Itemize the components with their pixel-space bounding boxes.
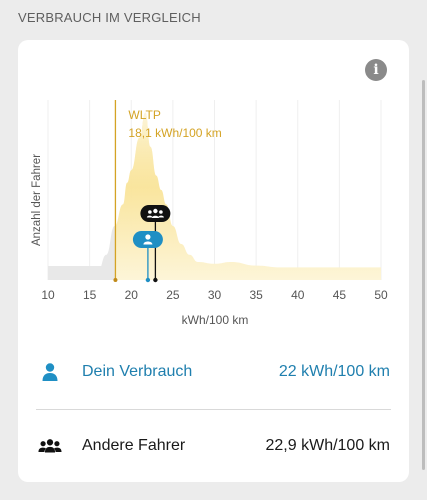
- other-drivers-label: Andere Fahrer: [82, 437, 186, 454]
- info-icon[interactable]: i: [365, 59, 387, 81]
- wltp-dot: [113, 278, 118, 282]
- consumption-comparison-card: i Anzahl der Fahrer WLTP 18,1 kWh/100 km …: [18, 40, 409, 482]
- own-marker-badge: [132, 231, 163, 248]
- consumption-distribution-chart: Anzahl der Fahrer WLTP 18,1 kWh/100 km 10…: [31, 100, 388, 327]
- others-marker-dot: [153, 277, 158, 283]
- x-tick-label: 50: [374, 288, 388, 302]
- x-axis-label: kWh/100 km: [182, 313, 249, 327]
- x-tick-label: 25: [166, 288, 180, 302]
- x-tick-label: 45: [333, 288, 347, 302]
- other-drivers-row: Andere Fahrer 22,9 kWh/100 km: [18, 426, 409, 466]
- x-tick-label: 35: [249, 288, 263, 302]
- wltp-label: WLTP: [128, 108, 160, 122]
- x-tick-label: 10: [41, 288, 55, 302]
- divider: [36, 409, 391, 410]
- x-tick-label: 20: [125, 288, 139, 302]
- distribution-area-highlight: [115, 112, 381, 280]
- x-tick-label: 15: [83, 288, 97, 302]
- group-icon: [38, 439, 62, 453]
- own-consumption-label: Dein Verbrauch: [82, 363, 193, 380]
- distribution-area-below-wltp: [48, 225, 116, 280]
- y-axis-label: Anzahl der Fahrer: [31, 154, 43, 246]
- own-consumption-value: 22 kWh/100 km: [278, 363, 390, 380]
- own-marker-dot: [145, 277, 151, 283]
- other-drivers-value: 22,9 kWh/100 km: [265, 437, 391, 454]
- scrollbar[interactable]: [422, 80, 425, 470]
- x-tick-label: 30: [208, 288, 222, 302]
- own-consumption-row: Dein Verbrauch 22 kWh/100 km: [18, 352, 409, 392]
- others-marker-badge: [140, 205, 171, 222]
- wltp-value-label: 18,1 kWh/100 km: [128, 126, 221, 140]
- person-icon: [42, 363, 58, 381]
- section-title: VERBRAUCH IM VERGLEICH: [18, 10, 201, 25]
- x-tick-label: 40: [291, 288, 305, 302]
